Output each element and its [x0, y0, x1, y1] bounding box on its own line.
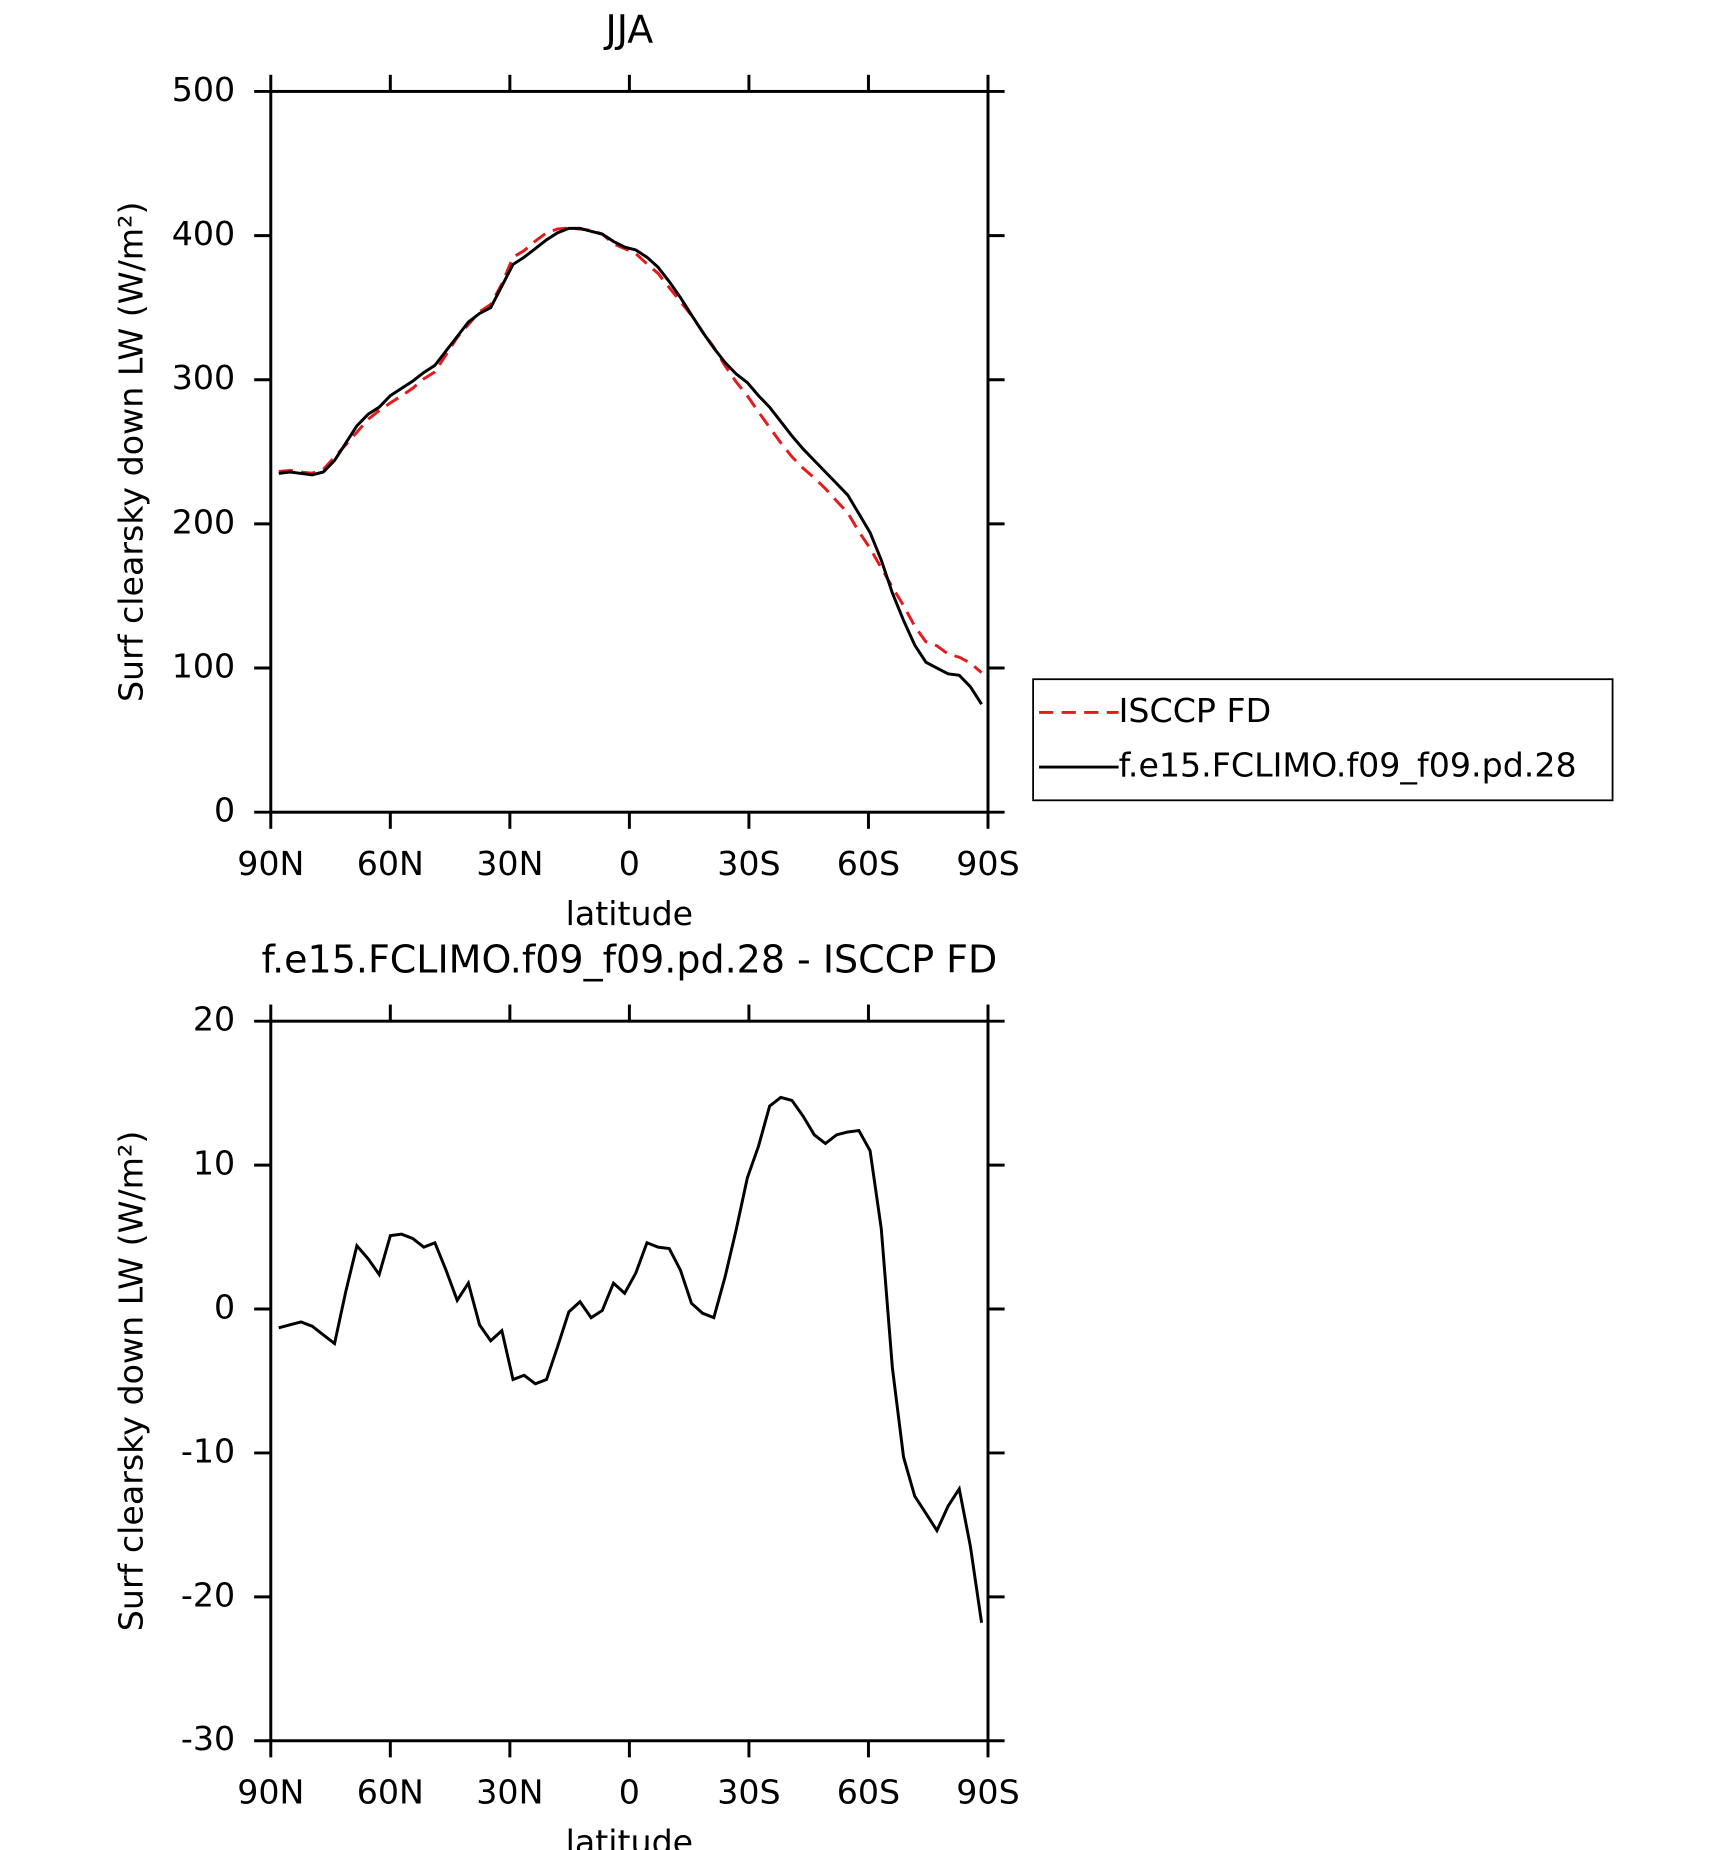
x-tick-label: 60N [357, 844, 424, 883]
y-tick-label: -30 [181, 1719, 235, 1758]
y-tick-label: 200 [172, 502, 235, 541]
legend-label: ISCCP FD [1119, 691, 1272, 730]
y-tick-label: 300 [172, 358, 235, 397]
x-tick-label: 0 [619, 844, 640, 883]
y-tick-label: 10 [193, 1144, 235, 1183]
y-tick-label: 0 [214, 791, 235, 830]
x-axis-label: latitude [566, 1823, 694, 1850]
chart-title: JJA [604, 8, 654, 52]
y-axis-label: Surf clearsky down LW (W/m²) [112, 1131, 151, 1632]
y-tick-label: 400 [172, 214, 235, 253]
y-tick-label: 0 [214, 1288, 235, 1327]
data-line [278, 1095, 984, 1623]
y-tick-label: -10 [181, 1431, 235, 1470]
legend-label: f.e15.FCLIMO.f09_f09.pd.28 [1119, 746, 1577, 785]
data-line [278, 226, 983, 705]
legend-box [1032, 678, 1614, 802]
x-tick-label: 30N [476, 844, 543, 883]
chart-title: f.e15.FCLIMO.f09_f09.pd.28 - ISCCP FD [261, 937, 997, 981]
x-tick-label: 30S [717, 1773, 780, 1812]
x-tick-label: 30S [717, 844, 780, 883]
plot-frame [269, 89, 990, 814]
x-tick-label: 0 [619, 1773, 640, 1812]
y-tick-label: 500 [172, 70, 235, 109]
x-tick-label: 90S [956, 844, 1019, 883]
x-axis-label: latitude [566, 894, 694, 933]
y-tick-label: 100 [172, 647, 235, 686]
y-tick-label: -20 [181, 1575, 235, 1614]
plot-frame [269, 1019, 990, 1743]
x-tick-label: 60N [357, 1773, 424, 1812]
data-line [278, 226, 983, 674]
y-axis-label: Surf clearsky down LW (W/m²) [112, 202, 151, 702]
x-tick-label: 90N [237, 844, 304, 883]
x-tick-label: 90S [956, 1773, 1019, 1812]
y-tick-label: 20 [193, 1000, 235, 1039]
x-tick-label: 60S [837, 844, 900, 883]
x-tick-label: 90N [237, 1773, 304, 1812]
x-tick-label: 60S [837, 1773, 900, 1812]
x-tick-label: 30N [476, 1773, 543, 1812]
